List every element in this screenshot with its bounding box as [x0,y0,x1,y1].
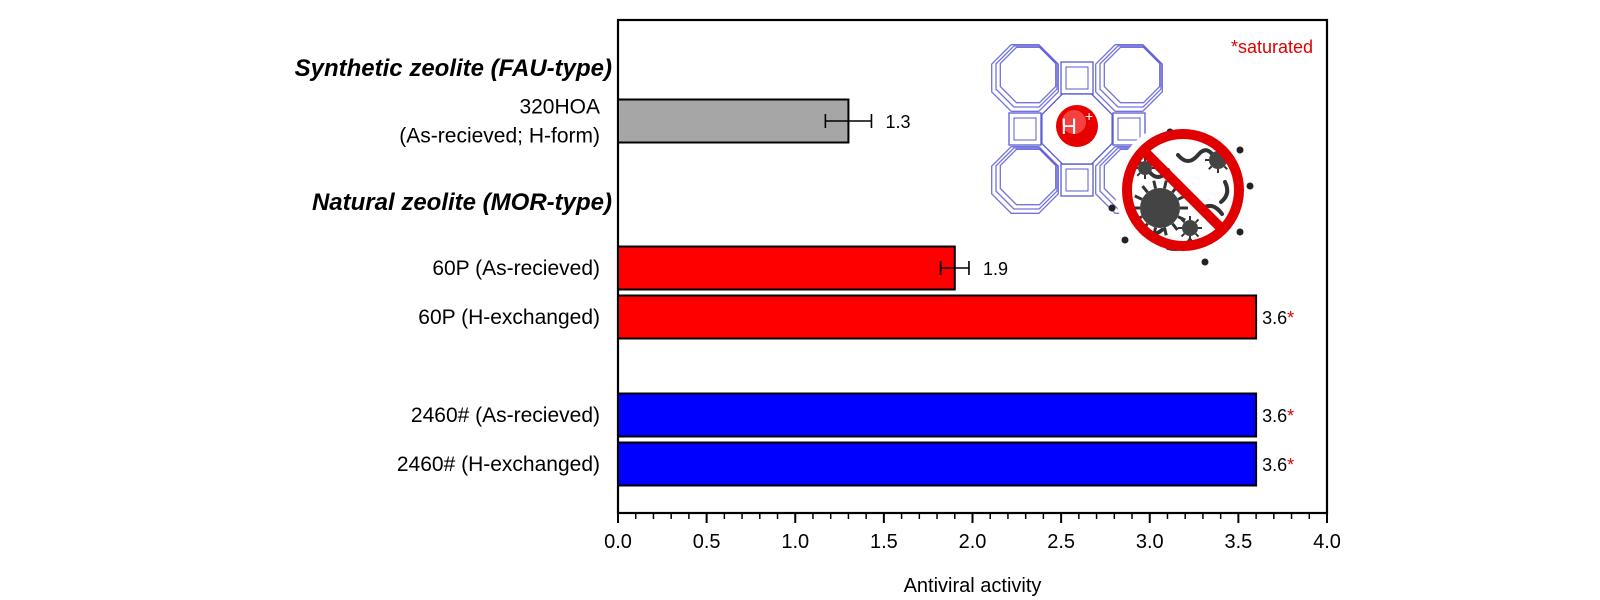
x-tick-label: 4.0 [1313,531,1341,553]
bar [617,392,1258,438]
virus-prohibited-icon [1108,122,1254,266]
bar-category-label: 2460# (H-exchanged) [397,453,600,476]
x-tick-label: 2.0 [959,531,987,553]
x-tick-label: 3.5 [1224,531,1252,553]
bar [617,245,956,291]
svg-text:H: H [1061,114,1077,139]
group-title: Synthetic zeolite (FAU-type) [295,55,612,82]
x-axis: 0.0 0.5 1.0 1.5 2.0 2.5 3.0 3.5 4.0 Antiviral act… [604,513,1341,597]
bar [617,98,850,144]
bar-value-label: 1.9 [983,259,1008,279]
error-bar [824,114,873,128]
x-axis-title: Antiviral activity [904,575,1042,597]
proton-icon: H + [1056,105,1098,147]
x-tick-label: 3.0 [1136,531,1164,553]
error-bar [939,261,970,275]
x-tick-label: 1.0 [781,531,809,553]
bar-category-label: 2460# (As-recieved) [411,404,600,427]
group-title: Natural zeolite (MOR-type) [312,189,612,216]
bar-category-label: 60P (H-exchanged) [418,306,600,329]
x-tick-label: 1.5 [870,531,898,553]
bar [617,294,1258,340]
bar-value-label: 3.6* [1262,455,1294,475]
zeolite-virus-illustration: H + [991,44,1254,266]
bar-value-label: 3.6* [1262,308,1294,328]
bar [617,441,1258,487]
bar-value-label: 3.6* [1262,406,1294,426]
svg-text:+: + [1085,108,1093,124]
chart-marks: Synthetic zeolite (FAU-type) Natural zeol… [295,55,1294,487]
bar-value-label: 1.3 [885,112,910,132]
x-tick-label: 0.5 [693,531,721,553]
x-tick-label: 2.5 [1047,531,1075,553]
bar-category-label: 60P (As-recieved) [432,257,600,280]
x-tick-label: 0.0 [604,531,632,553]
bar-category-label: 320HOA (As-recieved; H-form) [399,96,600,148]
saturated-note: *saturated [1231,37,1313,57]
